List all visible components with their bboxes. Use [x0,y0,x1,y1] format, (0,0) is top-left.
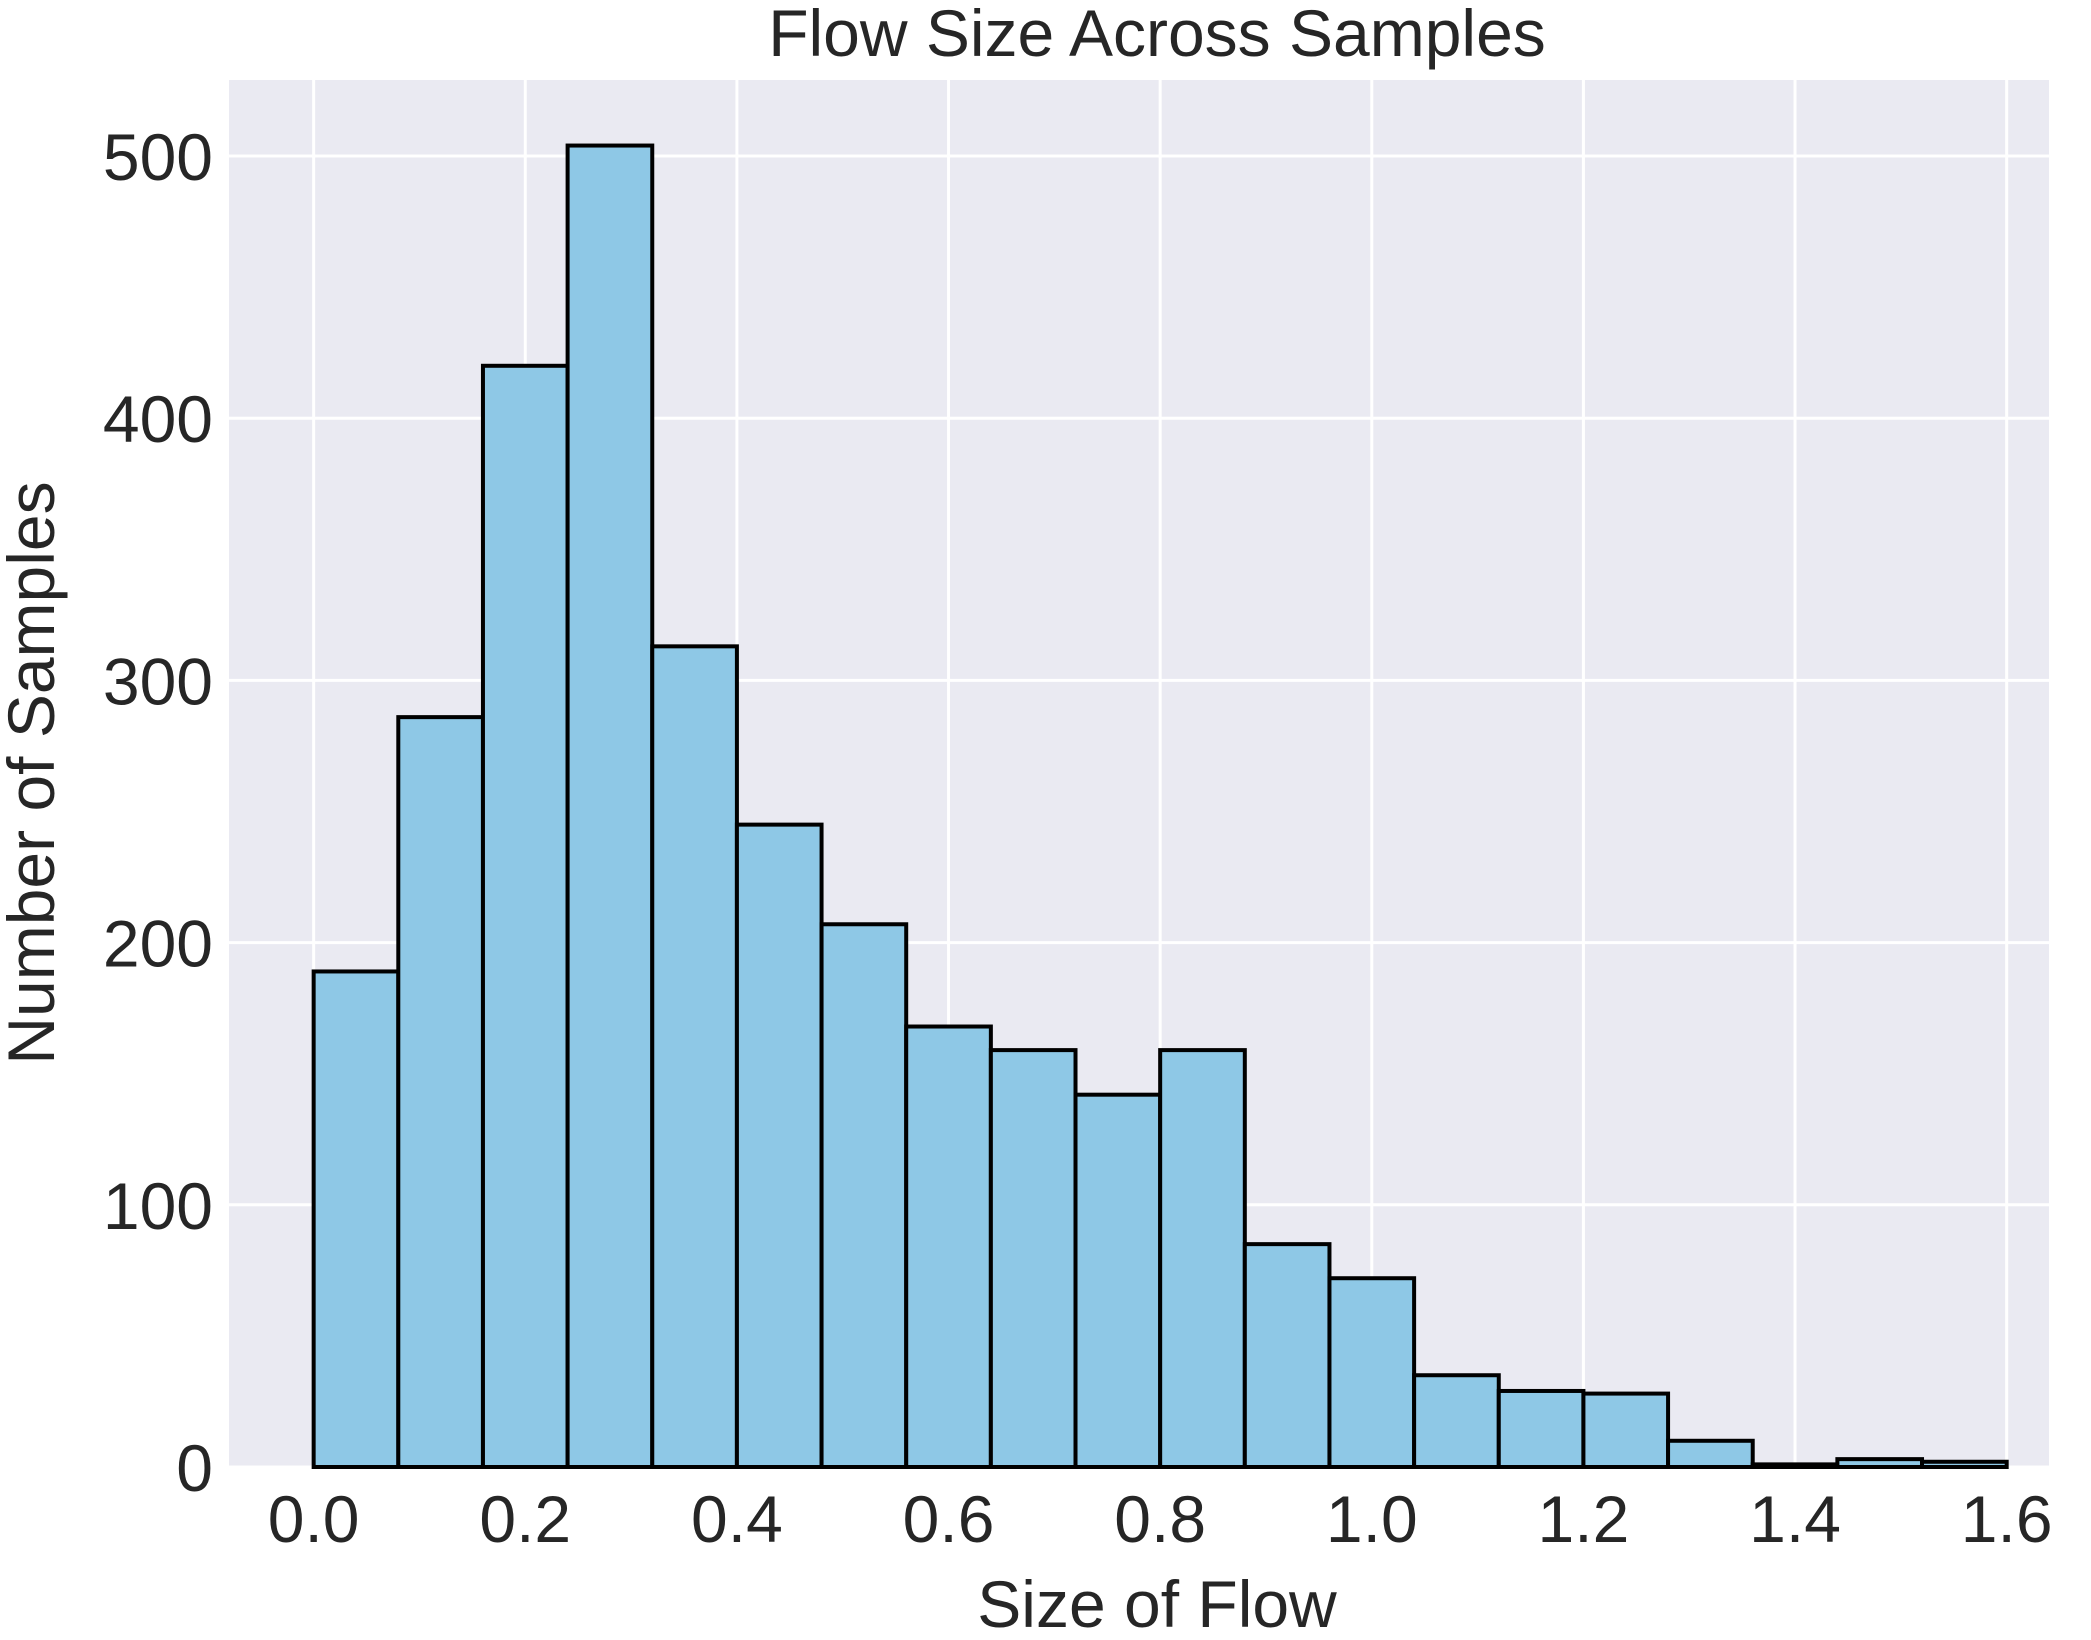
y-tick-label: 100 [103,1169,213,1243]
x-tick-label: 0.0 [268,1482,360,1556]
histogram-bar [1835,1457,1925,1469]
x-tick-label: 1.2 [1538,1482,1630,1556]
histogram-bar [1496,1388,1586,1470]
histogram-bar [565,143,655,1469]
y-tick-label: 500 [103,120,213,194]
x-tick-label: 0.4 [691,1482,783,1556]
histogram-bar [1750,1462,1840,1469]
y-tick-label: 200 [103,907,213,981]
y-tick-label: 300 [103,644,213,718]
histogram-bar [734,822,824,1469]
x-tick-label: 0.6 [903,1482,995,1556]
histogram-bar [1073,1092,1163,1469]
histogram-bar [396,715,485,1469]
y-axis-label: Number of Samples [0,481,68,1064]
x-tick-label: 0.8 [1114,1482,1206,1556]
histogram-bar [988,1048,1078,1469]
histogram-bar [650,644,739,1469]
histogram-bar [1158,1048,1247,1469]
x-axis-label: Size of Flow [977,1567,1337,1640]
histogram-bar [480,363,570,1469]
x-tick-label: 0.2 [479,1482,571,1556]
histogram-bar [311,969,401,1469]
histogram-bar [1920,1459,2009,1469]
histogram-bar [1412,1373,1501,1470]
histogram-bar [1242,1242,1332,1469]
x-tick-label: 1.6 [1961,1482,2053,1556]
y-tick-labels: 0 100 200 300 400 500 [103,120,213,1505]
histogram-bar [1581,1391,1671,1470]
x-tick-label: 1.0 [1326,1482,1418,1556]
y-tick-label: 0 [176,1431,213,1505]
histogram-bar [1327,1276,1417,1470]
histogram-bar [819,922,909,1469]
y-tick-label: 400 [103,382,213,456]
x-tick-label: 1.4 [1749,1482,1841,1556]
chart-title: Flow Size Across Samples [768,0,1546,70]
histogram-bars [311,143,2009,1470]
x-tick-labels: 0.0 0.2 0.4 0.6 0.8 1.0 1.2 1.4 1.6 [268,1482,2053,1556]
histogram-bar [1666,1438,1755,1470]
histogram-bar [904,1024,993,1470]
